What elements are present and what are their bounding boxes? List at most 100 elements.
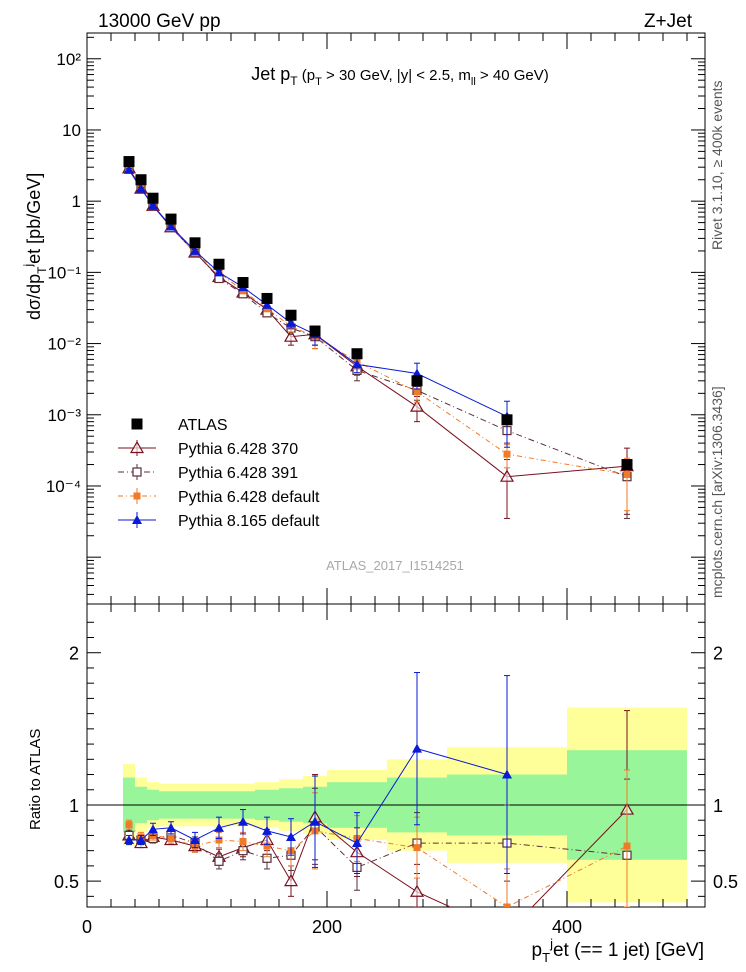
point-pythia-8-165-default [238, 816, 248, 826]
point-pythia-6-428-default [413, 388, 421, 396]
point-pythia-6-428-default [413, 844, 421, 852]
point-pythia-8-165-default [214, 822, 224, 832]
legend-marker-4 [132, 515, 142, 524]
point-atlas [189, 237, 201, 249]
header-right: Z+Jet [644, 11, 693, 32]
point-pythia-6-428-default [215, 836, 223, 844]
x-tick-label: 200 [312, 917, 342, 937]
y-tick-label-ratio-right: 1 [713, 796, 723, 816]
point-pythia-6-428-default [503, 903, 511, 907]
point-pythia-6-428-default [263, 842, 271, 850]
y-tick-label-ratio-left: 2 [69, 644, 79, 664]
point-pythia-8-165-default [412, 368, 422, 378]
point-pythia-6-428-default [503, 450, 511, 458]
point-pythia-8-165-default [190, 245, 200, 255]
axis-ticks: 10⁻⁴ 10⁻³ 10⁻² 10⁻¹ 1 10 10² 0.5 0.5 1 1 2 2 0 200 400 [46, 33, 738, 937]
mcplots-label: mcplots.cern.ch [arXiv:1306.3436] [709, 386, 725, 598]
y-tick-label-ratio-right: 0.5 [713, 872, 738, 892]
x-tick-label: 0 [82, 917, 92, 937]
y-tick-label-main: 10⁻¹ [47, 263, 81, 282]
point-pythia-8-165-default [502, 769, 512, 779]
point-pythia-6-428-370 [283, 329, 299, 342]
legend-label-4: Pythia 8.165 default [178, 513, 320, 530]
point-atlas [309, 325, 321, 337]
y-tick-label-main: 10 [62, 121, 81, 140]
main-series [121, 156, 635, 519]
point-atlas [261, 292, 273, 304]
legend-item-3: Pythia 6.428 default [118, 488, 320, 506]
point-pythia-8-165-default [136, 835, 146, 845]
y-tick-label-main: 10⁻² [47, 335, 81, 354]
legend-label-0: ATLAS [178, 417, 228, 434]
point-pythia-8-165-default [148, 824, 158, 834]
legend-label-3: Pythia 6.428 default [178, 489, 320, 506]
series-pythia-8-165-default [124, 164, 512, 448]
point-pythia-6-428-default [623, 842, 631, 850]
point-pythia-8-165-default [124, 164, 134, 174]
point-pythia-8-165-default [286, 317, 296, 327]
point-pythia-8-165-default [310, 816, 320, 826]
point-pythia-6-428-default [167, 834, 175, 842]
header-left: 13000 GeV pp [98, 11, 221, 32]
y-tick-label-main: 10⁻³ [47, 406, 81, 425]
y-axis-label-main: dσ/dpTjet [pb/GeV] [21, 173, 49, 320]
point-atlas [165, 213, 177, 225]
point-atlas [621, 459, 633, 471]
legend-label-2: Pythia 6.428 391 [178, 465, 298, 482]
legend-marker-2 [132, 467, 142, 477]
point-pythia-6-428-default [623, 470, 631, 478]
y-axis-label-ratio: Ratio to ATLAS [27, 729, 44, 830]
chart-title: Jet pT (pT > 30 GeV, |y| < 2.5, mll > 40… [251, 64, 548, 88]
point-pythia-6-428-391 [214, 856, 224, 866]
line-pythia-8-165-default [128, 169, 508, 417]
y-tick-label-main: 1 [72, 192, 81, 211]
series-pythia-6-428-default [125, 162, 631, 512]
point-pythia-8-165-default [352, 838, 362, 848]
point-pythia-6-428-default [239, 838, 247, 846]
point-pythia-6-428-370 [409, 884, 425, 897]
point-pythia-8-165-default [148, 200, 158, 210]
series-pythia-8-165-default [124, 672, 512, 875]
legend-label-1: Pythia 6.428 370 [178, 441, 298, 458]
point-atlas [285, 309, 297, 321]
legend-marker-0 [131, 418, 143, 430]
point-pythia-8-165-default [214, 267, 224, 277]
point-pythia-8-165-default [166, 822, 176, 832]
point-pythia-8-165-default [166, 221, 176, 231]
point-pythia-8-165-default [262, 299, 272, 309]
point-pythia-8-165-default [286, 831, 296, 841]
legend-item-2: Pythia 6.428 391 [118, 464, 298, 482]
point-atlas [135, 174, 147, 186]
series-atlas [123, 156, 633, 471]
plot-frames [86, 32, 706, 908]
rivet-label: Rivet 3.1.10, ≥ 400k events [709, 80, 725, 250]
point-atlas [411, 375, 423, 387]
point-pythia-8-165-default [352, 359, 362, 369]
point-pythia-8-165-default [262, 825, 272, 835]
y-tick-label-main: 10⁻⁴ [46, 477, 81, 496]
y-tick-label-ratio-left: 0.5 [54, 872, 79, 892]
legend-marker-3 [133, 492, 141, 500]
y-tick-label-ratio-right: 2 [713, 644, 723, 664]
y-tick-label-ratio-left: 1 [69, 796, 79, 816]
point-pythia-6-428-default [125, 821, 133, 829]
ratio-bands [87, 707, 705, 903]
point-pythia-8-165-default [136, 183, 146, 193]
legend: ATLAS Pythia 6.428 370 Pythia 6.428 391 Pyt… [118, 417, 320, 530]
point-pythia-8-165-default [190, 835, 200, 845]
ratio-frame [86, 603, 706, 908]
legend-item-0: ATLAS [131, 417, 228, 434]
title-jet: Jet p [251, 64, 290, 84]
legend-item-1: Pythia 6.428 370 [118, 440, 298, 458]
point-atlas [501, 414, 513, 426]
ratio-series [121, 672, 635, 907]
point-atlas [237, 277, 249, 289]
point-atlas [213, 258, 225, 270]
watermark: ATLAS_2017_I1514251 [326, 558, 464, 573]
legend-item-4: Pythia 8.165 default [118, 512, 320, 530]
point-atlas [351, 348, 363, 360]
point-pythia-6-428-370 [499, 469, 515, 482]
point-pythia-8-165-default [124, 835, 134, 845]
point-atlas [123, 156, 135, 168]
